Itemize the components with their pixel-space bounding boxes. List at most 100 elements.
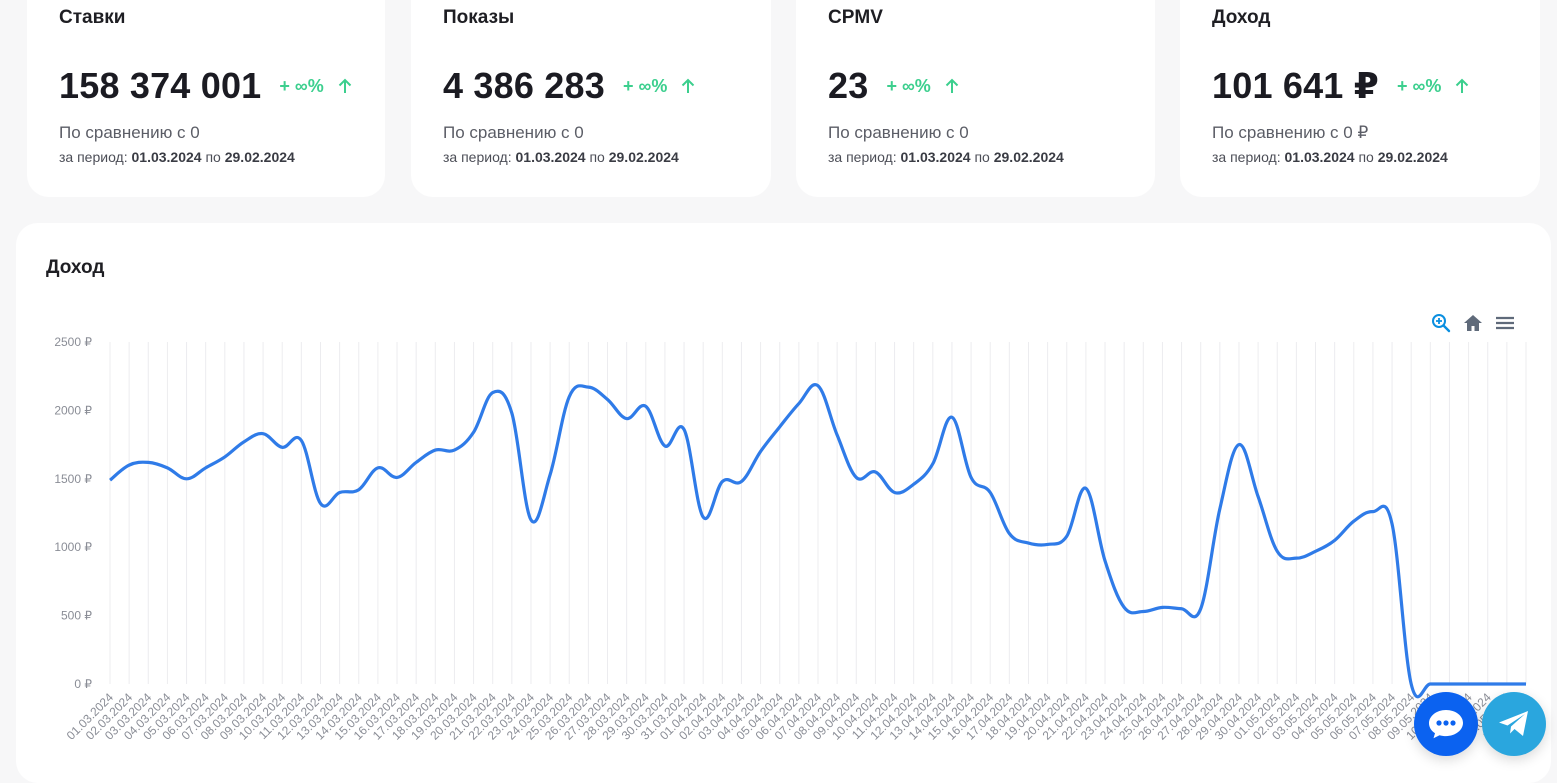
data-point [1275,549,1279,553]
data-point [1314,549,1318,553]
period-from: 01.03.2024 [131,149,202,165]
period-prefix: за период: [828,149,897,165]
y-tick-label: 0 ₽ [74,677,92,691]
card-value: 4 386 283 [443,65,605,106]
stats-cards: Ставки 158 374 001 + ∞% По сравнению с 0… [0,0,1557,200]
data-point [433,448,437,452]
period-to: 29.02.2024 [1377,149,1448,165]
arrow-up-icon [338,78,351,93]
data-point [988,490,992,494]
card-compare: По сравнению с 0 [828,123,969,142]
data-point [472,430,476,434]
delta-text: + ∞% [622,75,668,96]
card-bids: Ставки 158 374 001 + ∞% По сравнению с 0… [27,0,385,197]
chat-button[interactable] [1414,692,1478,756]
data-point [318,501,322,505]
data-point [204,466,208,470]
data-point [1141,609,1145,613]
period-from: 01.03.2024 [900,149,971,165]
card-value: 101 641 ₽ [1212,65,1379,106]
data-point [950,415,954,419]
data-point [1409,682,1413,686]
data-point [1486,682,1490,686]
data-point [491,391,495,395]
data-point [108,478,112,482]
period-to: 29.02.2024 [608,149,679,165]
data-point [242,440,246,444]
data-point [625,417,629,421]
data-point [414,460,418,464]
zoom-in-icon[interactable] [1429,311,1453,335]
home-icon[interactable] [1461,311,1485,335]
delta-text: + ∞% [886,75,931,96]
card-compare: По сравнению с 0 [443,123,584,142]
data-point [1007,532,1011,536]
data-point [663,444,667,448]
data-point [127,463,131,467]
data-point [1046,542,1050,546]
card-period: за период: 01.03.2024 по 29.02.2024 [443,148,739,166]
data-point [1026,541,1030,545]
card-value-row: 4 386 283 + ∞% [443,63,739,109]
data-point [701,515,705,519]
chart-toolbar [1429,311,1517,335]
delta-badge: + ∞% [623,76,695,97]
delta-badge: + ∞% [886,75,959,97]
data-point [567,395,571,399]
data-point [682,428,686,432]
data-point [185,477,189,481]
data-point [739,480,743,484]
arrow-up-icon [1456,78,1469,93]
data-point [1371,510,1375,514]
card-value: 158 374 001 [59,65,262,106]
data-point [146,460,150,464]
data-point [912,482,916,486]
revenue-chart-panel: Доход 0 ₽500 ₽1000 ₽1500 ₽2000 ₽2500 ₽01… [16,223,1551,783]
data-point [835,433,839,437]
card-compare: По сравнению с 0 ₽ [1212,123,1369,142]
card-title: CPMV [828,7,883,28]
data-point [1505,682,1509,686]
period-to: 29.02.2024 [993,149,1064,165]
data-point [759,449,763,453]
period-prefix: за период: [1212,149,1281,165]
period-from: 01.03.2024 [1284,149,1355,165]
data-point [529,518,533,522]
delta-badge: + ∞% [279,76,351,97]
y-tick-label: 1500 ₽ [54,472,92,486]
revenue-line-chart: 0 ₽500 ₽1000 ₽1500 ₽2000 ₽2500 ₽01.03.20… [54,335,1532,743]
telegram-icon [1499,711,1528,736]
period-mid: по [1358,149,1374,165]
data-point [223,455,227,459]
data-point [969,475,973,479]
card-title: Ставки [59,7,126,28]
period-mid: по [974,149,990,165]
data-point [644,404,648,408]
data-point [873,470,877,474]
data-point [1294,556,1298,560]
card-cpmv: CPMV 23 + ∞% По сравнению с 0 за период:… [796,0,1155,197]
data-point [1084,486,1088,490]
data-point [1524,682,1528,686]
data-point [1160,605,1164,609]
data-point [338,490,342,494]
card-period: за период: 01.03.2024 по 29.02.2024 [1212,148,1508,166]
data-point [1218,507,1222,511]
data-point [1065,534,1069,538]
chat-bubble-icon [1429,710,1463,739]
arrow-up-icon [682,78,695,93]
data-point [1199,607,1203,611]
data-point [357,488,361,492]
data-point [1390,522,1394,526]
card-period: за период: 01.03.2024 по 29.02.2024 [59,148,353,166]
data-point [893,490,897,494]
menu-icon[interactable] [1493,311,1517,335]
delta-badge: + ∞% [1397,76,1469,97]
data-point [1237,443,1241,447]
card-compare: По сравнению с 0 [59,123,200,142]
data-point [720,480,724,484]
data-point [1428,682,1432,686]
period-prefix: за период: [59,149,128,165]
telegram-button[interactable] [1482,692,1546,756]
data-point [299,438,303,442]
